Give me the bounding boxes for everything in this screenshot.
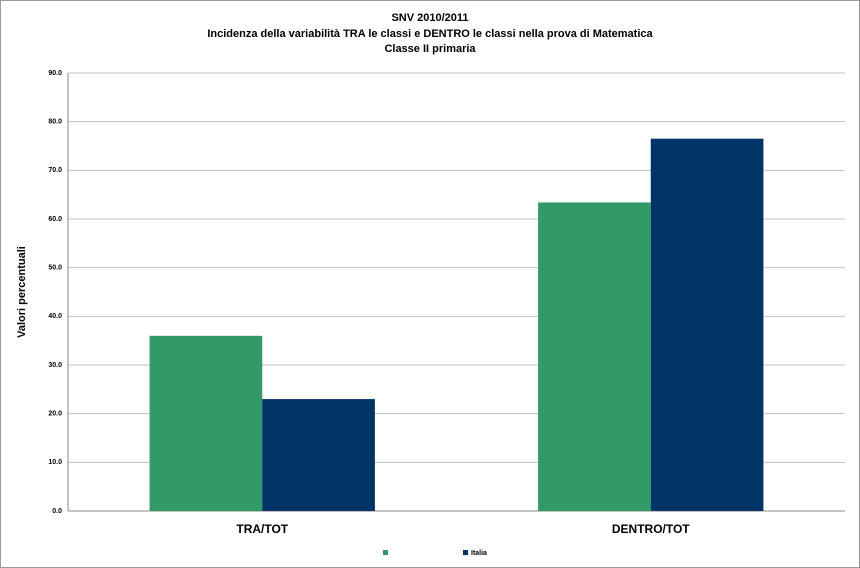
y-axis-label: Valori percentuali (16, 246, 28, 338)
bar (650, 138, 764, 511)
y-tick-label: 90.0 (48, 70, 62, 77)
legend-label: Italia (471, 550, 487, 557)
chart-subtitle: Incidenza della variabilità TRA le class… (207, 28, 653, 40)
legend-marker (383, 550, 388, 555)
bar (538, 202, 651, 511)
x-tick-label: TRA/TOT (236, 522, 288, 536)
bar (262, 399, 375, 511)
x-tick-label: DENTRO/TOT (612, 522, 690, 536)
y-tick-label: 30.0 (48, 362, 62, 369)
y-tick-label: 80.0 (48, 119, 62, 126)
bar (149, 335, 263, 511)
y-tick-label: 50.0 (48, 265, 62, 272)
chart-title: SNV 2010/2011 (391, 12, 468, 24)
y-tick-label: 10.0 (48, 459, 62, 466)
legend-marker (463, 550, 468, 555)
y-tick-label: 60.0 (48, 216, 62, 223)
y-tick-label: 70.0 (48, 167, 62, 174)
y-tick-label: 40.0 (48, 313, 62, 320)
y-tick-label: 20.0 (48, 411, 62, 418)
chart-subtitle: Classe II primaria (384, 43, 476, 55)
y-tick-label: 0.0 (52, 508, 62, 515)
